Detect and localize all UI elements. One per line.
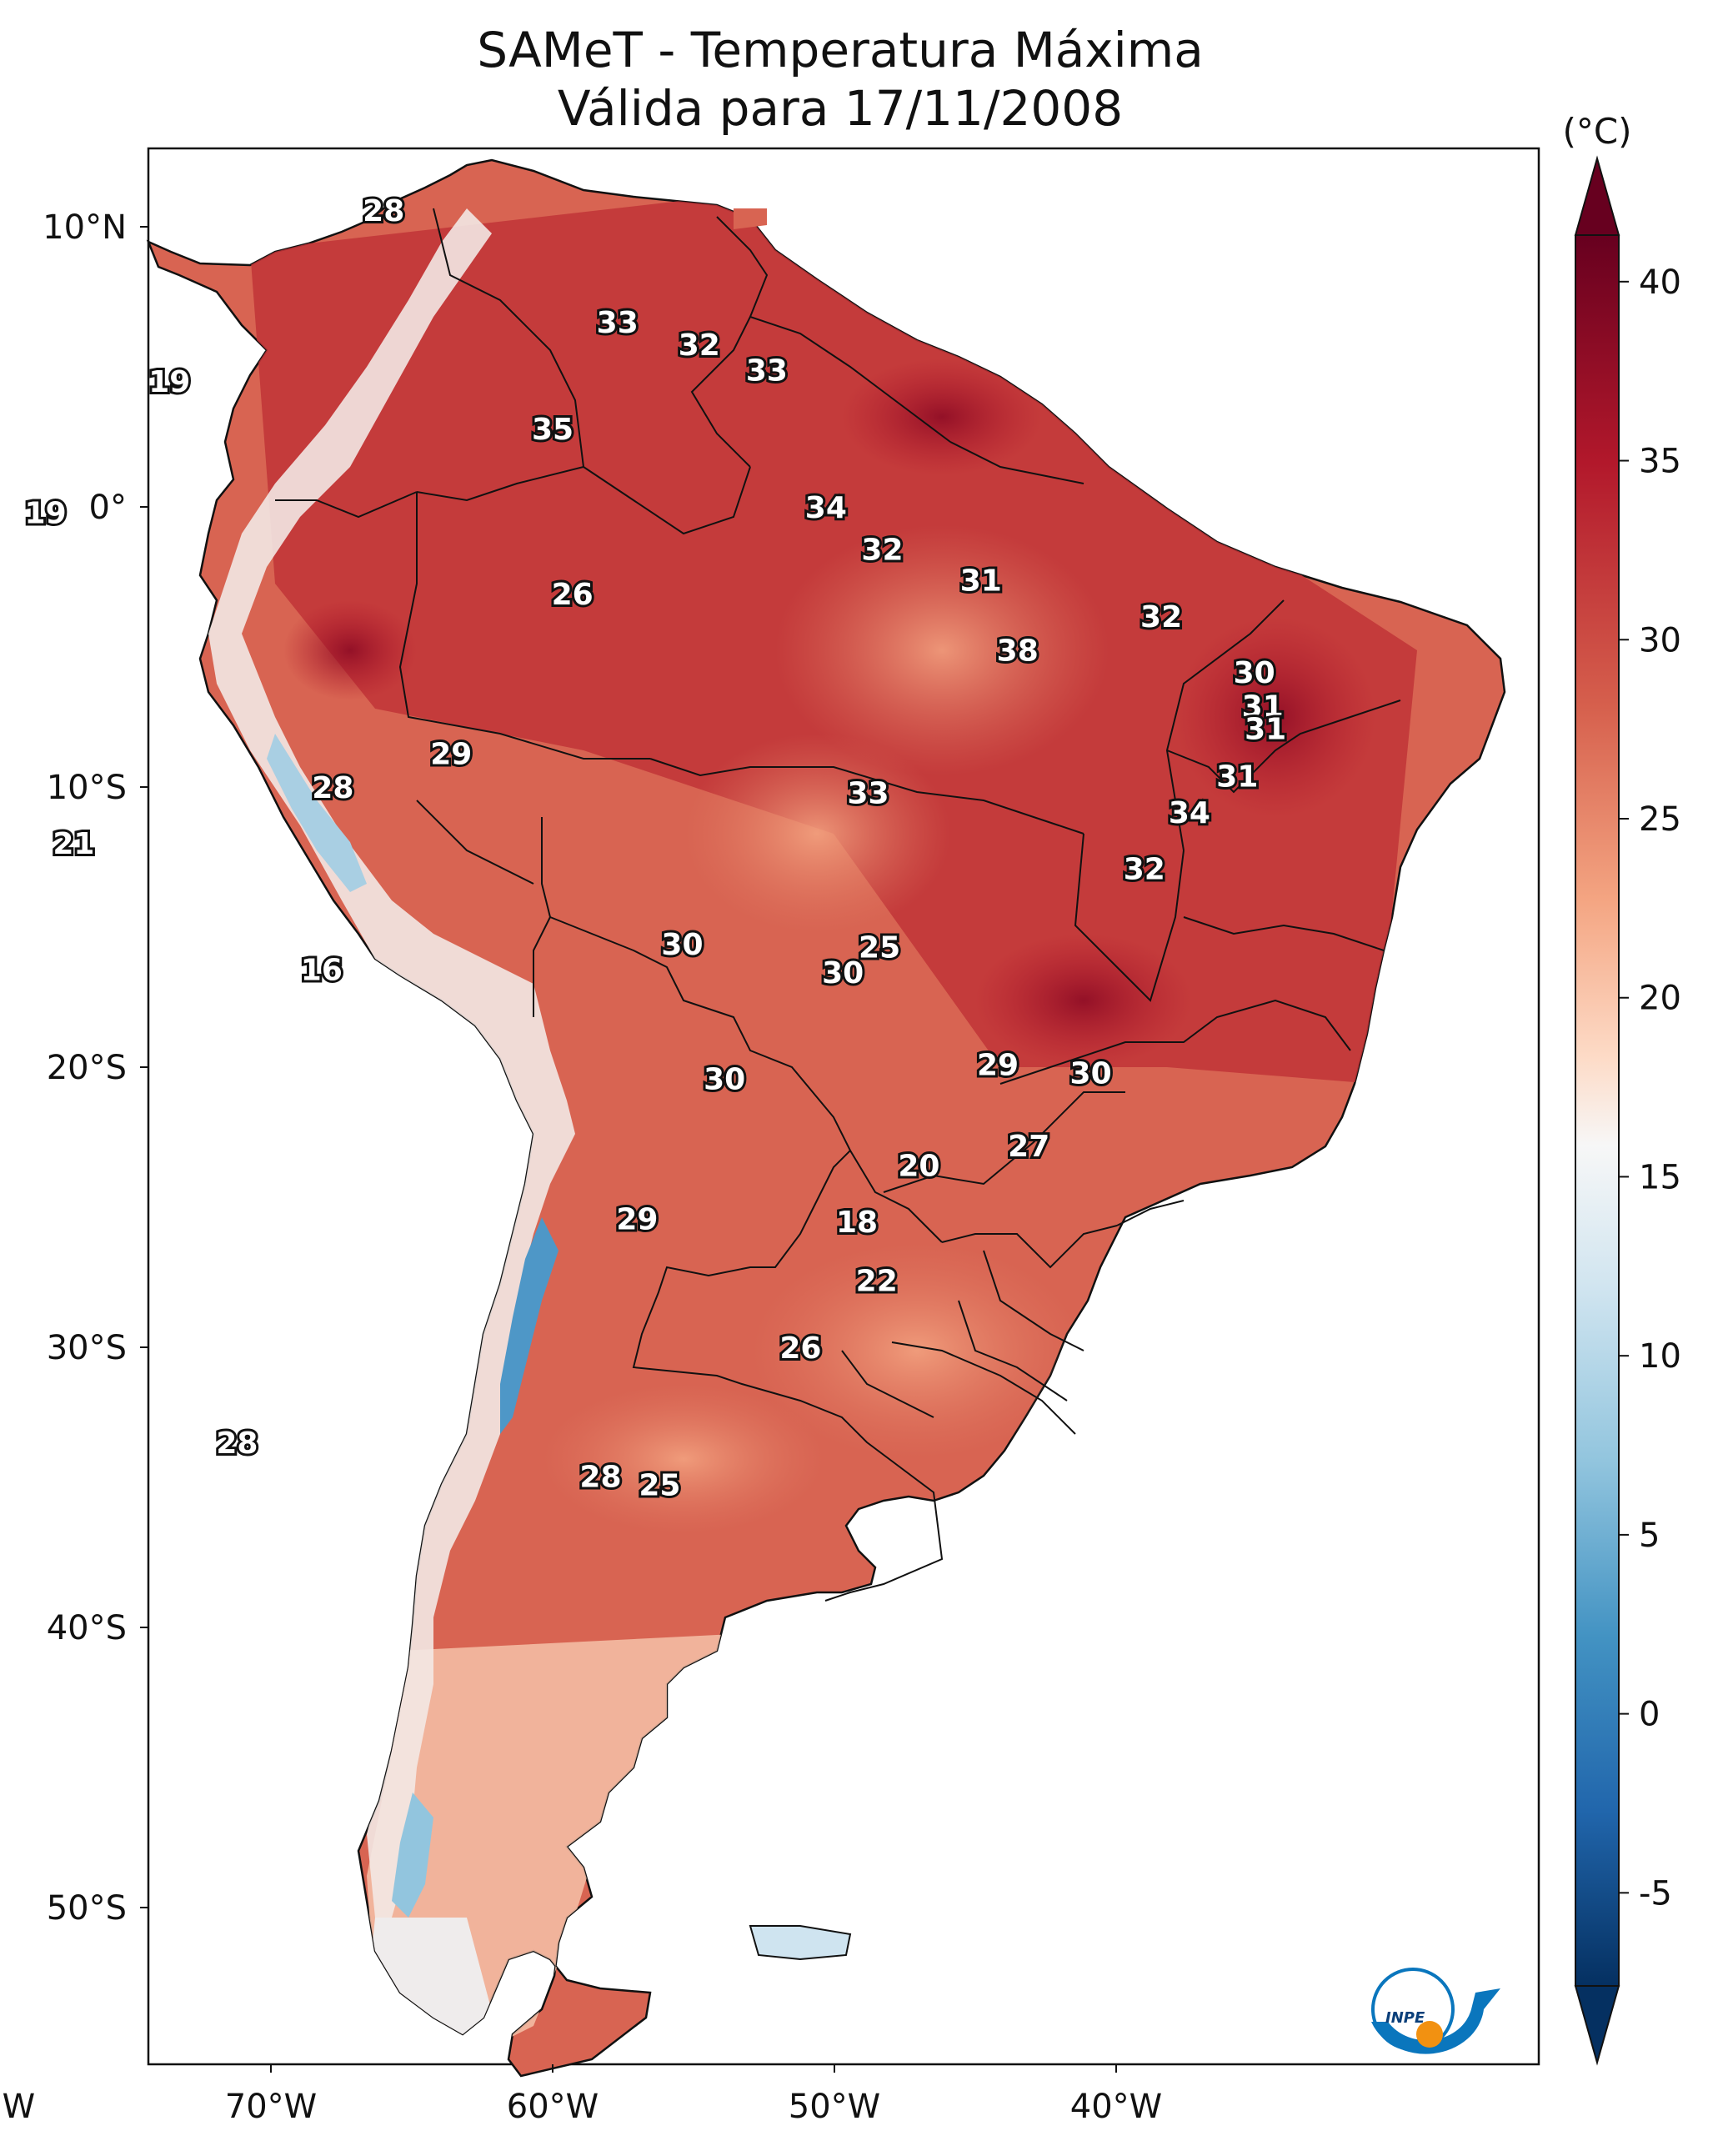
station-label: 28 [312,771,353,805]
station-label: 28 [363,194,404,228]
longitude-tick-labels: 80°W 70°W 60°W 50°W 40°W [0,2064,1162,2126]
station-label: 38 [997,634,1039,668]
longitude-tick-label: 50°W [789,2088,880,2126]
logo-wordmark: INPE [1385,2009,1425,2027]
station-label: 26 [552,578,594,612]
station-label: 32 [861,533,903,567]
colorbar-tick-label: 30 [1639,621,1681,659]
longitude-tick-label: 40°W [1070,2088,1162,2126]
station-label: 34 [1169,796,1210,830]
colorbar-tick-label: -5 [1639,1874,1672,1913]
colorbar-tick-label: 20 [1639,980,1681,1018]
station-label: 30 [1234,656,1275,690]
latitude-tick-label: 10°S [47,769,127,807]
south-america-landmass [147,158,1506,2078]
station-label: 16 [301,953,343,987]
colorbar-tick-label: 5 [1639,1517,1660,1555]
map-title-line-1: SAMeT - Temperatura Máxima [477,22,1204,78]
latitude-tick-label: 30°S [47,1329,127,1367]
colorbar-unit-label: (°C) [1562,111,1631,152]
inpe-logo: INPE [1371,1968,1500,2054]
colorbar: (°C) 40 35 30 25 20 15 10 5 0 -5 [1562,111,1681,2066]
station-label: 19 [148,365,190,399]
station-label: 32 [1140,600,1182,634]
station-label: 29 [977,1049,1019,1083]
station-label: 20 [898,1150,939,1184]
colorbar-bottom-arrow [1574,1985,1620,2066]
longitude-tick-label: 60°W [507,2088,599,2126]
colorbar-tick-label: 15 [1639,1158,1681,1196]
station-label: 33 [746,353,788,388]
colorbar-tick-label: 25 [1639,800,1681,839]
station-label: 31 [1216,760,1258,795]
logo-orbit-icon [1371,1968,1455,2051]
station-label: 22 [856,1264,898,1298]
colorbar-tick-label: 35 [1639,443,1681,481]
station-label: 28 [579,1461,621,1495]
colorbar-top-arrow [1574,155,1620,236]
station-label: 21 [53,827,94,861]
station-label: 25 [639,1469,680,1503]
station-label: 35 [532,413,573,447]
station-label: 30 [822,956,864,990]
colorbar-tick-label: 0 [1639,1696,1660,1734]
logo-swoosh-icon [1371,1988,1500,2054]
latitude-tick-label: 20°S [47,1049,127,1087]
station-label: 32 [1124,852,1165,886]
latitude-tick-label: 10°N [43,208,127,247]
latitude-tick-label: 0° [89,489,127,527]
longitude-tick-label: 70°W [225,2088,317,2126]
station-label: 32 [679,328,720,363]
colorbar-gradient [1575,234,1620,1987]
station-label: 34 [805,491,847,525]
logo-sun-icon [1416,2021,1443,2048]
colorbar-tick-label: 10 [1639,1337,1681,1376]
latitude-tick-labels: 10°N 0° 10°S 20°S 30°S 40°S 50°S [43,208,148,1928]
station-label: 30 [1070,1057,1112,1091]
station-label: 27 [1008,1130,1049,1164]
map-title-line-2: Válida para 17/11/2008 [558,80,1123,137]
latitude-tick-label: 50°S [47,1889,127,1928]
station-label: 33 [597,306,639,340]
station-label: 26 [779,1331,821,1366]
station-label: 31 [960,564,1002,598]
station-label: 33 [848,777,889,811]
station-label: 30 [661,928,703,962]
station-label: 29 [616,1202,658,1236]
colorbar-tick-labels: 40 35 30 25 20 15 10 5 0 -5 [1619,263,1681,1913]
station-label: 28 [216,1426,258,1461]
station-label: 19 [25,497,67,531]
station-label: 30 [704,1062,745,1096]
colorbar-tick-label: 40 [1639,263,1681,302]
latitude-tick-label: 40°S [47,1609,127,1647]
station-label: 31 [1245,712,1286,746]
station-label: 29 [430,738,472,772]
station-label: 31 [1242,690,1284,725]
station-label: 18 [836,1206,878,1240]
station-label: 25 [859,931,900,965]
longitude-tick-label: 80°W [0,2088,35,2126]
